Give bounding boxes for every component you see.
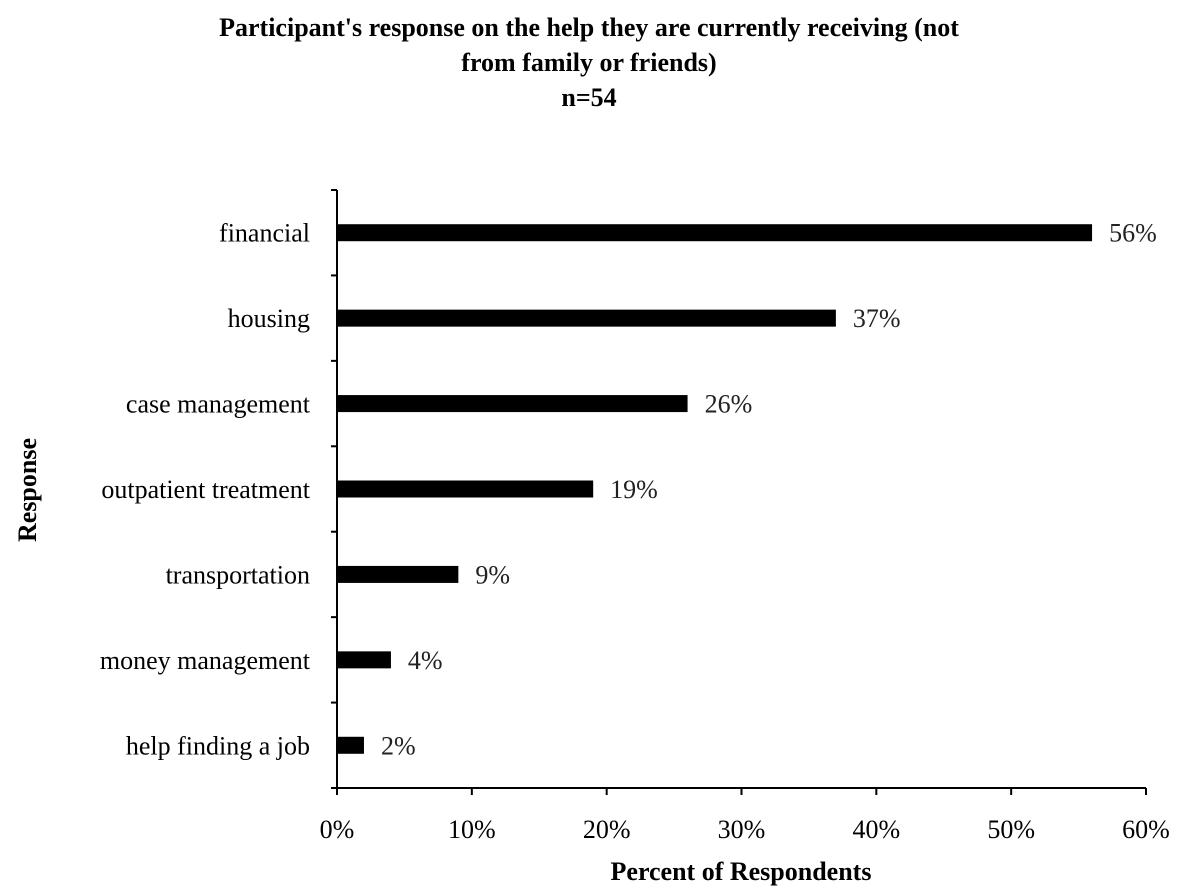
x-axis-ticks — [336, 788, 1147, 795]
data-label: 4% — [408, 646, 443, 675]
category-label: help finding a job — [126, 731, 310, 760]
category-label: outpatient treatment — [101, 475, 310, 504]
bar — [338, 651, 391, 669]
chart-title-line-2: from family or friends) — [461, 48, 716, 77]
bar — [338, 395, 688, 413]
x-tick-labels: 0% 10% 20% 30% 40% 50% 60% — [320, 815, 1170, 844]
y-axis-title: Response — [13, 438, 42, 542]
category-label: housing — [228, 304, 310, 333]
data-label: 26% — [705, 390, 753, 419]
data-label: 9% — [475, 560, 510, 589]
x-tick-label: 50% — [987, 815, 1035, 844]
bar — [338, 480, 594, 498]
x-axis-title: Percent of Respondents — [611, 857, 872, 886]
category-label: money management — [100, 646, 311, 675]
data-label: 37% — [853, 304, 901, 333]
x-tick-label: 30% — [718, 815, 766, 844]
data-label: 2% — [381, 731, 416, 760]
x-tick-label: 10% — [448, 815, 496, 844]
data-labels: 56% 37% 26% 19% 9% 4% 2% — [381, 219, 1157, 761]
category-label: case management — [126, 390, 311, 419]
bar — [338, 309, 836, 327]
x-tick-label: 0% — [320, 815, 355, 844]
bars — [338, 224, 1093, 754]
category-label: transportation — [166, 560, 310, 589]
bar — [338, 565, 459, 583]
x-tick-label: 60% — [1122, 815, 1170, 844]
x-tick-label: 20% — [583, 815, 631, 844]
bar — [338, 736, 364, 754]
data-label: 56% — [1109, 219, 1157, 248]
category-labels: financial housing case management outpatien… — [100, 219, 311, 761]
chart-title-line-1: Participant's response on the help they … — [219, 13, 959, 42]
data-label: 19% — [610, 475, 658, 504]
bar — [338, 224, 1093, 242]
chart-subtitle: n=54 — [561, 83, 616, 112]
x-tick-label: 40% — [852, 815, 900, 844]
category-label: financial — [219, 219, 310, 248]
